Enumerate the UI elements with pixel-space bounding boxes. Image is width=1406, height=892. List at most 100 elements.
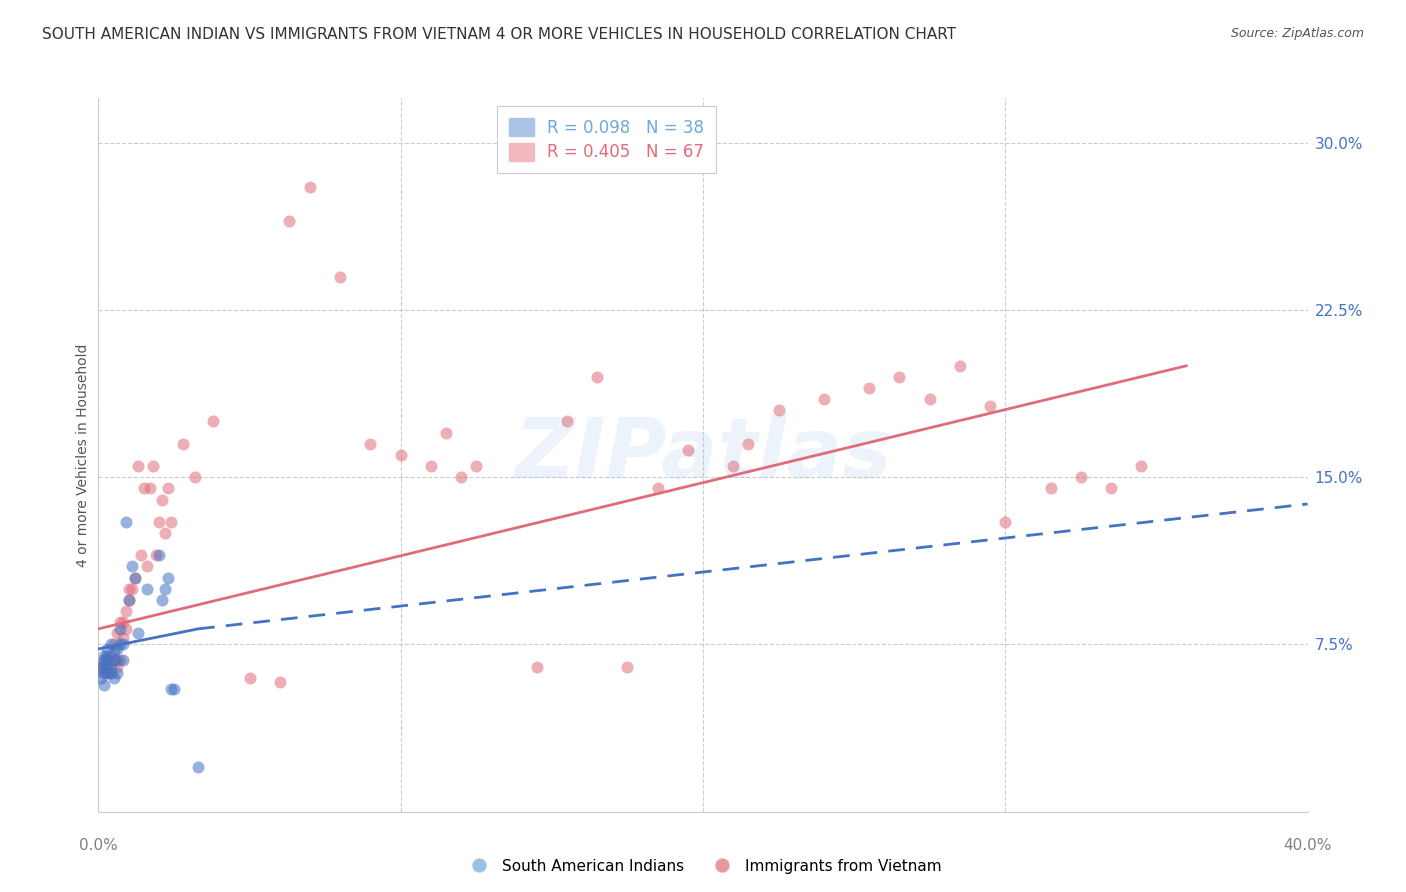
Legend: R = 0.098   N = 38, R = 0.405   N = 67: R = 0.098 N = 38, R = 0.405 N = 67 bbox=[496, 106, 716, 173]
Point bbox=[93, 660, 115, 674]
Point bbox=[329, 269, 352, 284]
Point bbox=[239, 671, 262, 685]
Point bbox=[103, 671, 125, 685]
Point bbox=[118, 592, 141, 607]
Point bbox=[100, 648, 122, 663]
Point bbox=[918, 392, 941, 407]
Point bbox=[105, 642, 128, 657]
Point bbox=[100, 666, 122, 681]
Point bbox=[93, 666, 115, 681]
Point bbox=[153, 526, 176, 541]
Point bbox=[135, 582, 157, 596]
Point bbox=[889, 369, 911, 384]
Point bbox=[389, 448, 412, 462]
Text: 0.0%: 0.0% bbox=[79, 838, 118, 854]
Point bbox=[121, 559, 143, 574]
Point bbox=[118, 582, 141, 596]
Point bbox=[124, 571, 146, 585]
Point bbox=[139, 482, 162, 496]
Point bbox=[949, 359, 972, 373]
Point bbox=[1130, 459, 1153, 474]
Text: Source: ZipAtlas.com: Source: ZipAtlas.com bbox=[1230, 27, 1364, 40]
Point bbox=[526, 660, 548, 674]
Point bbox=[156, 571, 179, 585]
Point bbox=[768, 403, 790, 417]
Point bbox=[111, 637, 134, 651]
Point bbox=[90, 671, 112, 685]
Point bbox=[103, 644, 125, 658]
Point bbox=[111, 615, 134, 630]
Point bbox=[299, 180, 322, 194]
Point bbox=[93, 653, 115, 667]
Point bbox=[813, 392, 835, 407]
Point bbox=[118, 592, 141, 607]
Point bbox=[153, 582, 176, 596]
Point bbox=[586, 369, 609, 384]
Point bbox=[100, 660, 122, 674]
Point bbox=[114, 515, 136, 529]
Y-axis label: 4 or more Vehicles in Household: 4 or more Vehicles in Household bbox=[76, 343, 90, 566]
Point bbox=[93, 653, 115, 667]
Point bbox=[108, 615, 131, 630]
Point bbox=[150, 592, 173, 607]
Point bbox=[434, 425, 457, 440]
Legend: South American Indians, Immigrants from Vietnam: South American Indians, Immigrants from … bbox=[458, 853, 948, 880]
Text: 40.0%: 40.0% bbox=[1284, 838, 1331, 854]
Point bbox=[103, 637, 125, 651]
Point bbox=[105, 660, 128, 674]
Point bbox=[103, 653, 125, 667]
Point bbox=[96, 653, 118, 667]
Point bbox=[124, 571, 146, 585]
Point bbox=[90, 660, 112, 674]
Point bbox=[93, 666, 115, 681]
Point bbox=[93, 678, 115, 692]
Point bbox=[100, 637, 122, 651]
Point bbox=[100, 666, 122, 681]
Point bbox=[132, 482, 155, 496]
Point bbox=[1070, 470, 1092, 484]
Point bbox=[1039, 482, 1062, 496]
Point bbox=[277, 213, 299, 227]
Point bbox=[96, 653, 118, 667]
Point bbox=[148, 548, 170, 563]
Point bbox=[90, 660, 112, 674]
Point bbox=[105, 626, 128, 640]
Text: ZIPatlas: ZIPatlas bbox=[515, 415, 891, 495]
Point bbox=[450, 470, 472, 484]
Point bbox=[555, 414, 578, 429]
Point bbox=[111, 631, 134, 645]
Point bbox=[269, 675, 291, 690]
Point bbox=[108, 653, 131, 667]
Point bbox=[96, 666, 118, 681]
Point bbox=[135, 559, 157, 574]
Point bbox=[420, 459, 443, 474]
Point bbox=[616, 660, 638, 674]
Point bbox=[96, 642, 118, 657]
Point bbox=[114, 622, 136, 636]
Point bbox=[105, 666, 128, 681]
Point bbox=[979, 399, 1001, 413]
Point bbox=[111, 653, 134, 667]
Point bbox=[103, 653, 125, 667]
Point bbox=[108, 637, 131, 651]
Point bbox=[150, 492, 173, 507]
Point bbox=[737, 436, 759, 450]
Point bbox=[96, 660, 118, 674]
Point bbox=[184, 470, 207, 484]
Point bbox=[1099, 482, 1122, 496]
Point bbox=[129, 548, 152, 563]
Point bbox=[858, 381, 880, 395]
Point bbox=[145, 548, 167, 563]
Point bbox=[723, 459, 745, 474]
Point bbox=[187, 760, 209, 774]
Point bbox=[994, 515, 1017, 529]
Point bbox=[647, 482, 669, 496]
Point bbox=[121, 582, 143, 596]
Point bbox=[127, 459, 149, 474]
Point bbox=[465, 459, 488, 474]
Point bbox=[148, 515, 170, 529]
Point bbox=[160, 681, 183, 696]
Point bbox=[163, 681, 186, 696]
Point bbox=[105, 653, 128, 667]
Point bbox=[360, 436, 382, 450]
